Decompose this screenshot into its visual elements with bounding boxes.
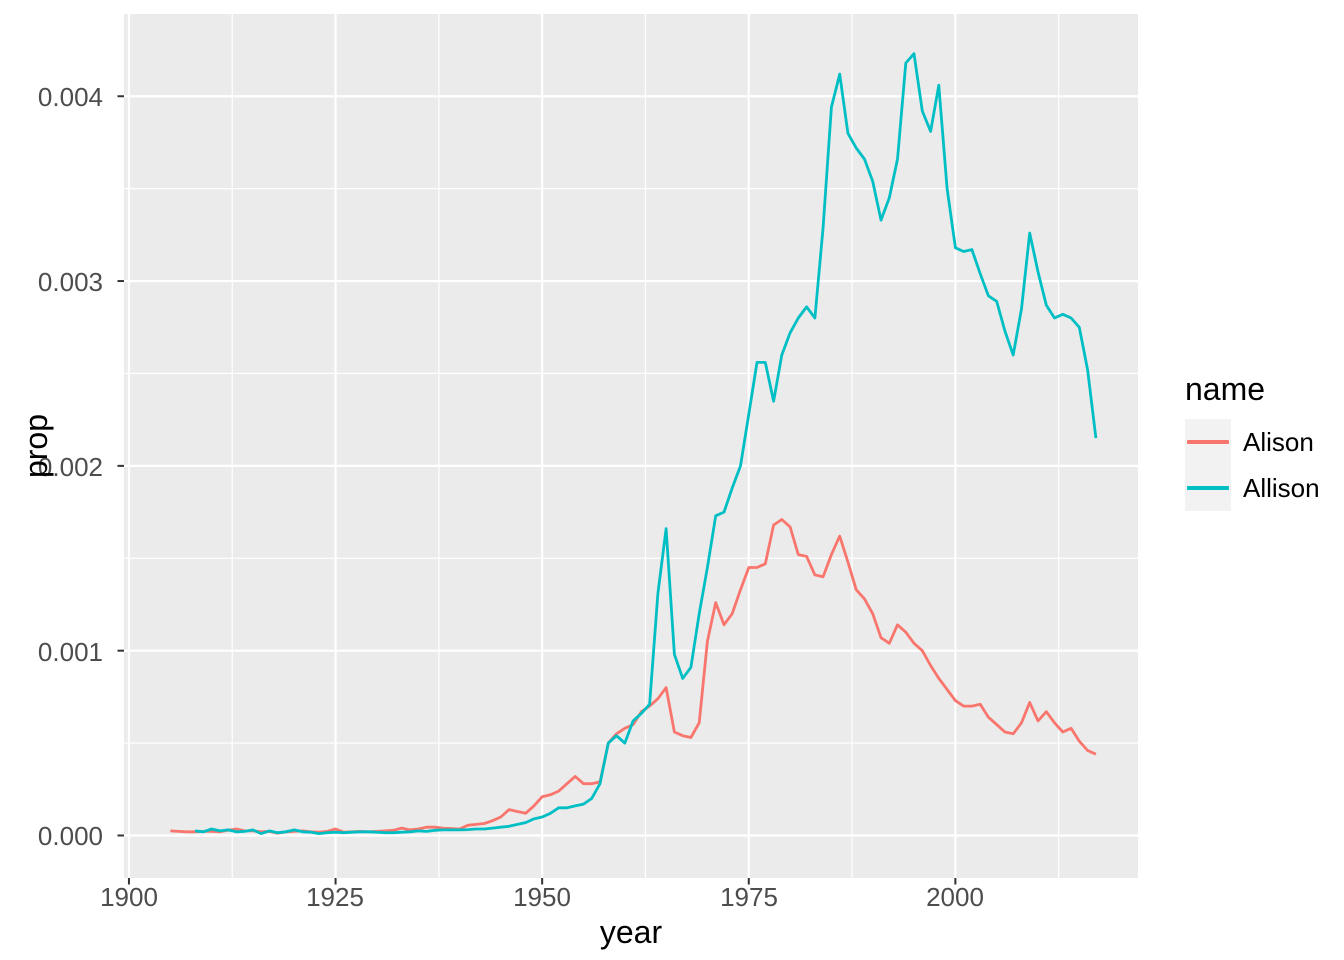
x-tick-label: 1950 — [513, 882, 571, 912]
legend-key-allison — [1185, 465, 1231, 511]
y-tick-label: 0.003 — [37, 267, 103, 297]
y-tick-label: 0.004 — [37, 82, 103, 112]
legend-title: name — [1185, 371, 1266, 407]
x-tick-label: 1900 — [100, 882, 158, 912]
panel-background — [124, 14, 1138, 878]
legend-label-alison: Alison — [1243, 427, 1314, 457]
legend-key-alison — [1185, 419, 1231, 465]
legend-label-allison: Allison — [1243, 473, 1320, 503]
allison-line — [194, 52, 1098, 835]
x-tick-label: 2000 — [926, 882, 984, 912]
allison-line-swatch-icon — [1187, 486, 1229, 490]
x-tick-label: 1975 — [720, 882, 778, 912]
x-tick-label: 1925 — [306, 882, 364, 912]
y-axis-title: prop — [18, 413, 54, 479]
y-tick-label: 0.001 — [37, 637, 103, 667]
y-tick-label: 0.000 — [37, 821, 103, 851]
x-axis-title: year — [599, 914, 663, 950]
y-tick-label: 0.002 — [37, 452, 103, 482]
alison-line-swatch-icon — [1187, 440, 1229, 444]
